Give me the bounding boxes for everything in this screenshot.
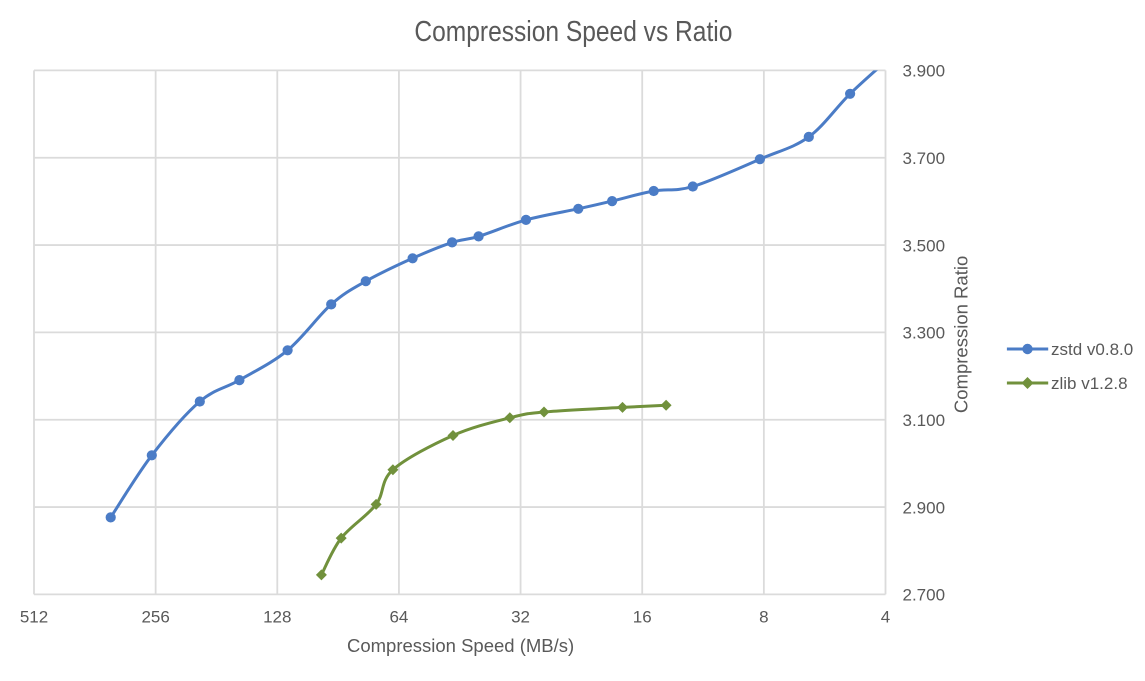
svg-text:Compression Speed vs Ratio: Compression Speed vs Ratio xyxy=(414,16,732,48)
svg-text:512: 512 xyxy=(20,608,48,627)
svg-text:256: 256 xyxy=(141,608,169,627)
svg-text:3.700: 3.700 xyxy=(903,149,946,168)
svg-text:2.700: 2.700 xyxy=(903,586,946,605)
svg-text:3.900: 3.900 xyxy=(903,62,946,81)
svg-text:8: 8 xyxy=(759,608,768,627)
svg-text:3.500: 3.500 xyxy=(903,236,946,255)
svg-text:zstd v0.8.0: zstd v0.8.0 xyxy=(1051,340,1133,359)
svg-text:4: 4 xyxy=(881,608,890,627)
svg-text:128: 128 xyxy=(263,608,291,627)
svg-text:3.100: 3.100 xyxy=(903,411,946,430)
svg-text:32: 32 xyxy=(511,608,530,627)
svg-text:64: 64 xyxy=(389,608,408,627)
svg-text:3.300: 3.300 xyxy=(903,324,946,343)
svg-text:16: 16 xyxy=(633,608,652,627)
svg-text:2.900: 2.900 xyxy=(903,498,946,517)
svg-text:Compression Speed (MB/s): Compression Speed (MB/s) xyxy=(347,635,574,656)
svg-text:zlib v1.2.8: zlib v1.2.8 xyxy=(1051,374,1128,393)
svg-text:Compression Ratio: Compression Ratio xyxy=(951,256,972,413)
